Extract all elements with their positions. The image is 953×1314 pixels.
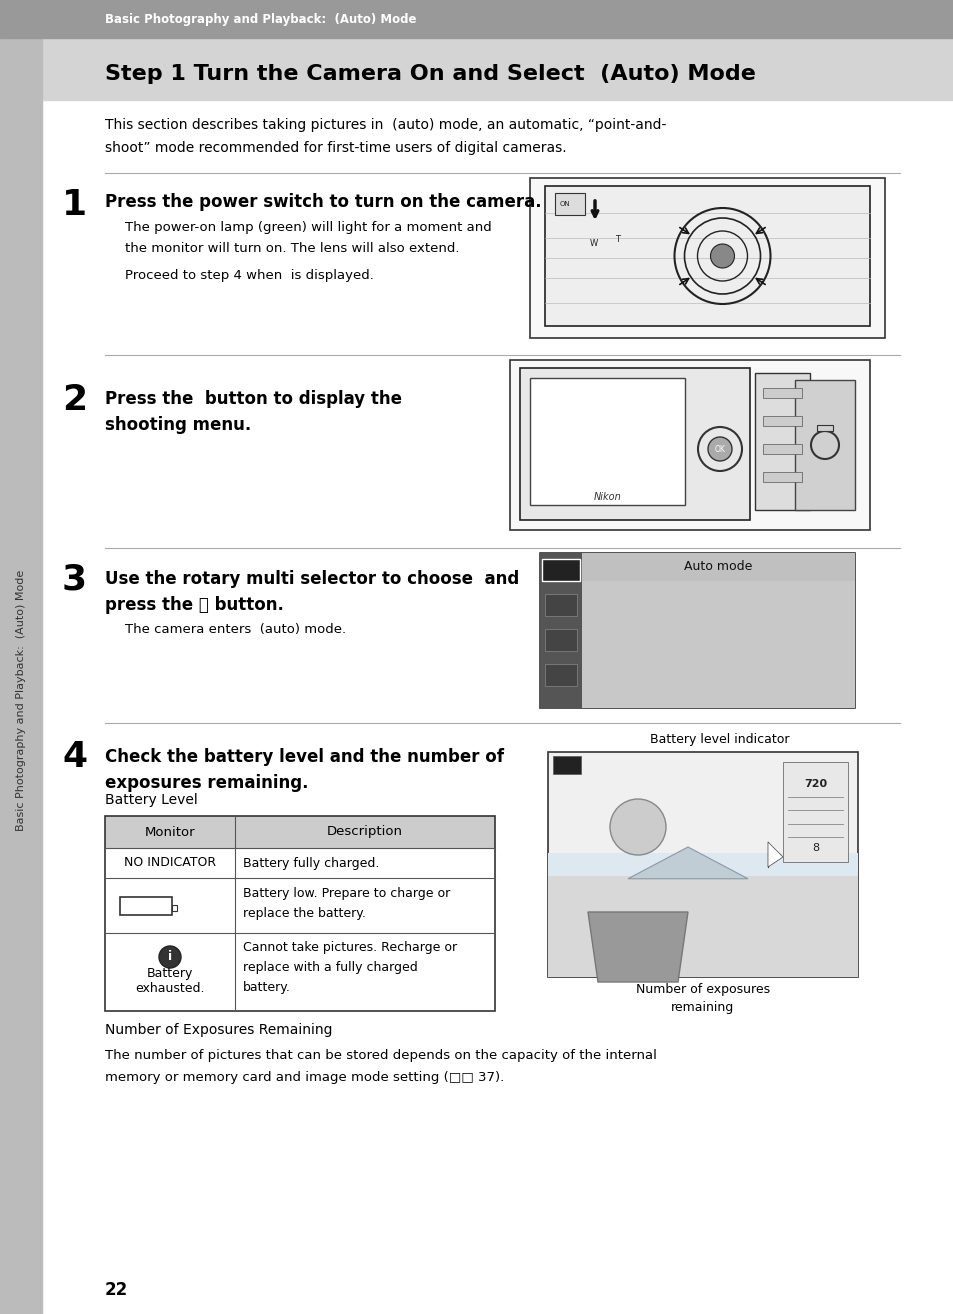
Text: Cannot take pictures. Recharge or: Cannot take pictures. Recharge or xyxy=(243,941,456,954)
Text: the monitor will turn on. The lens will also extend.: the monitor will turn on. The lens will … xyxy=(125,242,459,255)
Text: Number of exposures: Number of exposures xyxy=(636,983,769,996)
Bar xyxy=(539,553,581,708)
Text: Proceed to step 4 when  is displayed.: Proceed to step 4 when is displayed. xyxy=(125,268,374,281)
Bar xyxy=(762,417,801,426)
Text: 720: 720 xyxy=(803,779,826,788)
Text: shoot” mode recommended for first-time users of digital cameras.: shoot” mode recommended for first-time u… xyxy=(105,141,566,155)
Text: 2: 2 xyxy=(62,382,87,417)
Text: This section describes taking pictures in  (auto) mode, an automatic, “point-and: This section describes taking pictures i… xyxy=(105,118,666,131)
Bar xyxy=(794,380,854,510)
Bar xyxy=(105,816,495,1010)
Text: Nikon: Nikon xyxy=(593,491,620,502)
Text: OK: OK xyxy=(714,444,724,453)
Bar xyxy=(105,878,495,933)
Text: Check the battery level and the number of
exposures remaining.: Check the battery level and the number o… xyxy=(105,748,503,792)
Text: NO INDICATOR: NO INDICATOR xyxy=(124,857,215,870)
Text: Number of Exposures Remaining: Number of Exposures Remaining xyxy=(105,1024,333,1037)
Bar xyxy=(555,193,584,215)
Text: Press the  button to display the
shooting menu.: Press the button to display the shooting… xyxy=(105,390,401,435)
Text: The power-on lamp (green) will light for a moment and: The power-on lamp (green) will light for… xyxy=(125,222,491,234)
Bar xyxy=(530,378,684,505)
Bar xyxy=(544,187,869,326)
Bar xyxy=(105,933,495,1010)
Text: 1: 1 xyxy=(62,188,87,222)
Text: remaining: remaining xyxy=(671,1001,734,1014)
Bar xyxy=(541,558,579,581)
Text: 8: 8 xyxy=(811,844,819,853)
Bar xyxy=(547,853,857,978)
Text: replace with a fully charged: replace with a fully charged xyxy=(243,961,417,974)
Bar xyxy=(172,905,177,912)
Text: W: W xyxy=(589,239,598,247)
Text: Battery: Battery xyxy=(147,967,193,979)
Circle shape xyxy=(710,244,734,268)
Text: memory or memory card and image mode setting (□□ 37).: memory or memory card and image mode set… xyxy=(105,1071,504,1084)
Text: Monitor: Monitor xyxy=(145,825,195,838)
Polygon shape xyxy=(587,912,687,982)
Circle shape xyxy=(609,799,665,855)
Text: 4: 4 xyxy=(62,740,87,774)
Text: 3: 3 xyxy=(62,562,87,597)
Text: Press the power switch to turn on the camera.: Press the power switch to turn on the ca… xyxy=(105,193,541,212)
Bar xyxy=(553,756,580,774)
Bar xyxy=(762,444,801,455)
Text: replace the battery.: replace the battery. xyxy=(243,908,366,921)
Text: Battery Level: Battery Level xyxy=(105,794,197,807)
Bar xyxy=(581,553,854,581)
Polygon shape xyxy=(627,848,747,879)
Bar xyxy=(105,848,495,878)
Text: battery.: battery. xyxy=(243,980,291,993)
Bar xyxy=(0,38,953,100)
Bar xyxy=(762,472,801,482)
Text: i: i xyxy=(168,950,172,963)
Text: 22: 22 xyxy=(105,1281,128,1300)
Text: Basic Photography and Playback:  (Auto) Mode: Basic Photography and Playback: (Auto) M… xyxy=(16,569,26,830)
Bar xyxy=(816,424,832,431)
Circle shape xyxy=(159,946,181,968)
Text: T: T xyxy=(615,235,619,244)
Bar xyxy=(782,762,847,862)
Text: Basic Photography and Playback:  (Auto) Mode: Basic Photography and Playback: (Auto) M… xyxy=(105,13,416,25)
Text: Battery low. Prepare to charge or: Battery low. Prepare to charge or xyxy=(243,887,450,900)
Bar xyxy=(547,875,857,978)
Bar xyxy=(547,752,857,978)
Bar xyxy=(581,553,854,708)
Text: Battery level indicator: Battery level indicator xyxy=(650,733,789,746)
Bar xyxy=(519,368,749,520)
Bar xyxy=(510,360,869,530)
Bar xyxy=(754,373,809,510)
Circle shape xyxy=(707,438,731,461)
Text: Use the rotary multi selector to choose  and
press the Ⓢ button.: Use the rotary multi selector to choose … xyxy=(105,570,518,615)
Bar xyxy=(544,594,577,616)
Text: Battery fully charged.: Battery fully charged. xyxy=(243,857,379,870)
Bar xyxy=(762,388,801,398)
Polygon shape xyxy=(767,842,782,867)
Bar xyxy=(544,664,577,686)
Text: The number of pictures that can be stored depends on the capacity of the interna: The number of pictures that can be store… xyxy=(105,1049,657,1062)
Bar xyxy=(544,629,577,650)
Bar xyxy=(0,38,42,1314)
Bar xyxy=(120,896,172,915)
Text: ON: ON xyxy=(559,201,570,208)
Bar xyxy=(105,816,495,848)
Bar xyxy=(539,553,854,708)
Bar xyxy=(530,177,884,338)
Text: Step 1 Turn the Camera On and Select  (Auto) Mode: Step 1 Turn the Camera On and Select (Au… xyxy=(105,64,755,84)
Text: Description: Description xyxy=(327,825,402,838)
Text: The camera enters  (auto) mode.: The camera enters (auto) mode. xyxy=(125,624,346,636)
Bar xyxy=(544,558,577,581)
Text: Auto mode: Auto mode xyxy=(683,561,752,573)
Text: exhausted.: exhausted. xyxy=(135,983,205,996)
Bar xyxy=(0,0,953,38)
